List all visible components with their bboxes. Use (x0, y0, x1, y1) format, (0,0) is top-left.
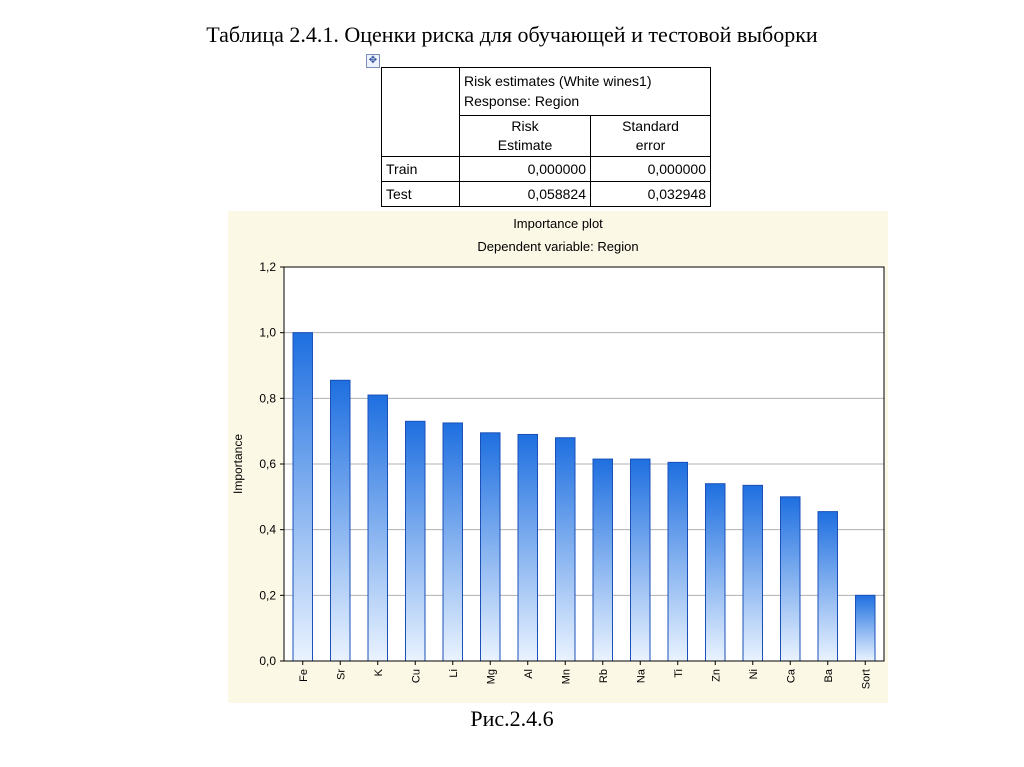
bar-ti (667, 461, 688, 662)
row-label: Test (381, 181, 460, 207)
x-tick-label: Ba (823, 668, 835, 682)
column-header-risk-line1: Risk (511, 118, 539, 134)
bar-k (367, 394, 388, 662)
x-tick-label: Fe (298, 669, 310, 682)
bar-rb (592, 458, 613, 662)
y-tick-label: 0,4 (259, 523, 276, 537)
risk-estimates-table: Risk estimates (White wines1) Response: … (381, 67, 711, 207)
x-tick-label: Na (635, 668, 647, 683)
figure-caption: Рис.2.4.6 (470, 706, 554, 731)
x-tick-label: Sr (335, 669, 347, 680)
table-header-title: Risk estimates (White wines1) (464, 73, 652, 89)
table-header-row: Risk estimates (White wines1) Response: … (381, 67, 711, 157)
x-tick-label: Mg (485, 669, 497, 684)
y-tick-label: 0,6 (259, 457, 276, 471)
x-tick-label: Al (523, 669, 535, 679)
table-corner-cell (381, 67, 460, 157)
importance-plot: 0,0 0,2 0,4 0,6 0,8 1,0 1,2 Fe Sr K Cu Li Mg Al Mn Rb Na… (231, 216, 885, 689)
x-tick-label: Rb (598, 669, 610, 683)
bar-fe (292, 332, 313, 662)
bar-mg (480, 432, 501, 662)
x-tick-label: Cu (410, 669, 422, 683)
x-tick-label: Mn (560, 669, 572, 684)
bar-ba (817, 511, 838, 662)
bar-sort (855, 594, 876, 662)
table-column-header-row: Risk Estimate Standard error (382, 115, 711, 157)
bar-cu (405, 420, 426, 662)
y-tick-label: 0,2 (259, 588, 276, 602)
standard-error-value: 0,000000 (590, 156, 711, 182)
plot-frame (283, 266, 885, 662)
x-tick-label: Ni (748, 669, 760, 679)
importance-plot-panel: 0,0 0,2 0,4 0,6 0,8 1,0 1,2 Fe Sr K Cu Li Mg Al Mn Rb Na… (228, 211, 888, 703)
y-tick-label: 0,8 (259, 391, 276, 405)
column-header-standard-error: Standard error (590, 115, 711, 157)
y-tick-label: 1,2 (259, 260, 276, 274)
chart-subtitle: Dependent variable: Region (477, 239, 638, 254)
risk-estimate-value: 0,058824 (459, 181, 591, 207)
table-row: Test 0,058824 0,032948 (381, 181, 711, 207)
bar-ni (742, 484, 763, 662)
bar-mn (555, 437, 576, 662)
x-tick-label: Zn (710, 669, 722, 682)
column-header-se-line2: error (635, 137, 666, 153)
row-label: Train (381, 156, 460, 182)
document-title: Таблица 2.4.1. Оценки риска для обучающе… (206, 22, 818, 47)
x-tick-label: K (373, 668, 385, 676)
y-tick-label: 0,0 (259, 654, 276, 668)
bar-al (517, 433, 538, 662)
column-header-se-line1: Standard (622, 118, 679, 134)
x-tick-label: Li (448, 669, 460, 678)
bar-ca (780, 496, 801, 662)
move-arrows-icon[interactable]: ✥ (366, 54, 380, 68)
table-row: Train 0,000000 0,000000 (381, 156, 711, 182)
standard-error-value: 0,032948 (590, 181, 711, 207)
table-header-subtitle: Response: Region (464, 93, 580, 109)
x-tick-label: Ti (673, 669, 685, 678)
table-header-cell: Risk estimates (White wines1) Response: … (459, 67, 711, 116)
column-header-risk: Risk Estimate (459, 115, 591, 157)
bar-zn (705, 483, 726, 662)
y-tick-label: 1,0 (259, 326, 276, 340)
bar-na (630, 458, 651, 662)
chart-title: Importance plot (513, 216, 603, 231)
x-tick-label: Ca (785, 668, 797, 683)
risk-estimate-value: 0,000000 (459, 156, 591, 182)
y-axis-label: Importance (231, 434, 245, 494)
bar-sr (330, 379, 351, 662)
bar-li (442, 422, 463, 662)
column-header-risk-line2: Estimate (497, 137, 553, 153)
x-tick-label: Sort (860, 669, 872, 689)
